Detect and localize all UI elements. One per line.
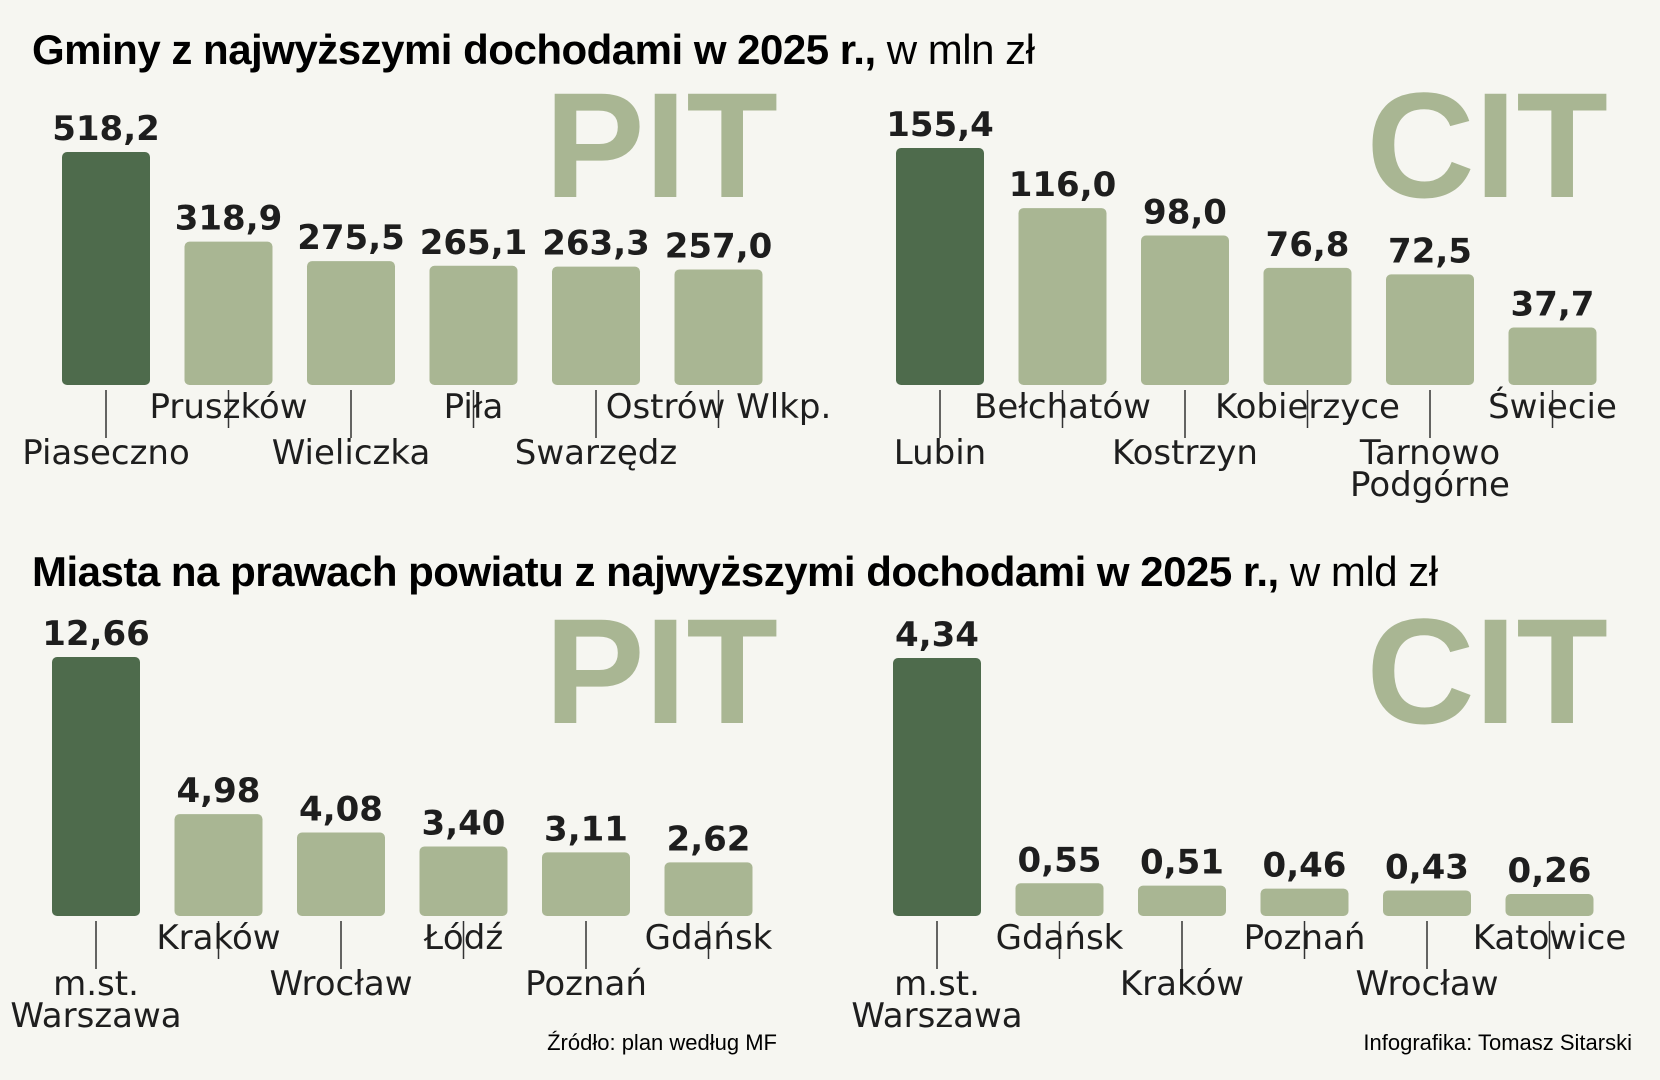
- bar: [552, 266, 640, 385]
- bar: [664, 862, 753, 916]
- bar: [1260, 888, 1349, 916]
- category-label: Kobierzyce: [1215, 387, 1400, 427]
- category-label: Tarnowo Podgórne: [1350, 433, 1510, 505]
- value-label: 98,0: [1143, 193, 1227, 233]
- category-label: Gdańsk: [996, 918, 1124, 958]
- value-label: 3,11: [544, 809, 628, 849]
- credit-note: Infografika: Tomasz Sitarski: [1363, 1030, 1632, 1055]
- tax-type-watermark: CIT: [1366, 61, 1608, 229]
- value-label: 4,08: [299, 790, 383, 830]
- category-label: Kraków: [156, 918, 280, 958]
- value-label: 0,43: [1385, 847, 1469, 887]
- category-label: Wrocław: [269, 964, 412, 1004]
- value-label: 257,0: [665, 226, 773, 266]
- category-label: Kraków: [1120, 964, 1244, 1004]
- value-label: 275,5: [297, 218, 405, 258]
- value-label: 37,7: [1511, 285, 1595, 325]
- value-label: 318,9: [175, 199, 283, 239]
- bar: [52, 657, 140, 916]
- category-label: Pruszków: [149, 387, 307, 427]
- value-label: 72,5: [1388, 231, 1472, 271]
- category-label: Kostrzyn: [1112, 433, 1258, 473]
- value-label: 265,1: [420, 223, 528, 263]
- value-label: 4,34: [895, 615, 979, 655]
- bar: [1508, 327, 1597, 385]
- category-label: Poznań: [525, 964, 647, 1004]
- bar: [419, 846, 508, 916]
- bar: [307, 261, 395, 385]
- section-title-miasta: Miasta na prawach powiatu z najwyższymi …: [32, 548, 1439, 595]
- bar: [184, 241, 273, 385]
- category-label: m.st. Warszawa: [851, 964, 1022, 1036]
- source-note: Źródło: plan według MF: [547, 1030, 777, 1055]
- tax-type-watermark: CIT: [1366, 587, 1608, 755]
- value-label: 3,40: [422, 803, 506, 843]
- value-label: 2,62: [667, 819, 751, 859]
- value-label: 0,51: [1140, 843, 1224, 883]
- bar: [1386, 274, 1474, 385]
- category-label: Świecie: [1488, 386, 1617, 427]
- chart-cit-0: CIT 155,4 Lubin 116,0 Bełchatów 98,0 Kostrzyn 7…: [886, 61, 1617, 505]
- value-label: 76,8: [1266, 225, 1350, 265]
- section-unit-gminy: w mln zł: [876, 26, 1036, 73]
- bar: [1263, 267, 1352, 385]
- bar: [174, 814, 263, 916]
- value-label: 116,0: [1009, 165, 1117, 205]
- bar: [893, 658, 981, 916]
- value-label: 12,66: [42, 614, 150, 654]
- bar: [1141, 235, 1229, 385]
- category-label: Poznań: [1244, 918, 1366, 958]
- category-label: Bełchatów: [974, 387, 1151, 427]
- category-label: Wieliczka: [272, 433, 431, 473]
- category-label: Katowice: [1473, 918, 1627, 958]
- value-label: 0,46: [1263, 846, 1347, 886]
- bar: [1138, 885, 1226, 916]
- bar: [896, 148, 984, 385]
- tax-type-watermark: PIT: [545, 587, 778, 755]
- tax-type-watermark: PIT: [545, 61, 778, 229]
- section-title-gminy: Gminy z najwyższymi dochodami w 2025 r.,…: [32, 26, 1036, 73]
- value-label: 0,55: [1018, 840, 1102, 880]
- bar: [674, 269, 763, 385]
- category-label: m.st. Warszawa: [10, 964, 181, 1036]
- category-label: Łódź: [423, 918, 503, 958]
- value-label: 263,3: [542, 224, 650, 264]
- bar: [297, 832, 385, 916]
- value-label: 4,98: [177, 771, 261, 811]
- bar: [62, 152, 150, 385]
- category-label: Piaseczno: [22, 433, 190, 473]
- value-label: 0,26: [1508, 851, 1592, 891]
- chart-pit-0: PIT 518,2 Piaseczno 318,9 Pruszków 275,5 Wieli…: [22, 61, 831, 473]
- chart-cit-1: CIT 4,34 m.st. Warszawa 0,55 Gdańsk 0,51 Kraków…: [851, 587, 1626, 1036]
- category-label: Wrocław: [1355, 964, 1498, 1004]
- category-label: Ostrów Wlkp.: [606, 387, 832, 427]
- category-label: Gdańsk: [645, 918, 773, 958]
- category-label: Piła: [444, 387, 504, 427]
- section-unit-miasta: w mld zł: [1279, 548, 1439, 595]
- charts: PIT 518,2 Piaseczno 318,9 Pruszków 275,5 Wieli…: [10, 61, 1626, 1036]
- bar: [1015, 883, 1104, 916]
- bar: [1383, 890, 1471, 916]
- bar: [1018, 208, 1107, 385]
- value-label: 518,2: [52, 109, 160, 149]
- category-label: Swarzędz: [515, 433, 677, 473]
- bar: [542, 852, 630, 916]
- bar: [1505, 894, 1594, 916]
- value-label: 155,4: [886, 105, 994, 145]
- bar: [429, 265, 518, 385]
- chart-pit-1: PIT 12,66 m.st. Warszawa 4,98 Kraków 4,08 Wrocł…: [10, 587, 778, 1036]
- category-label: Lubin: [894, 433, 986, 473]
